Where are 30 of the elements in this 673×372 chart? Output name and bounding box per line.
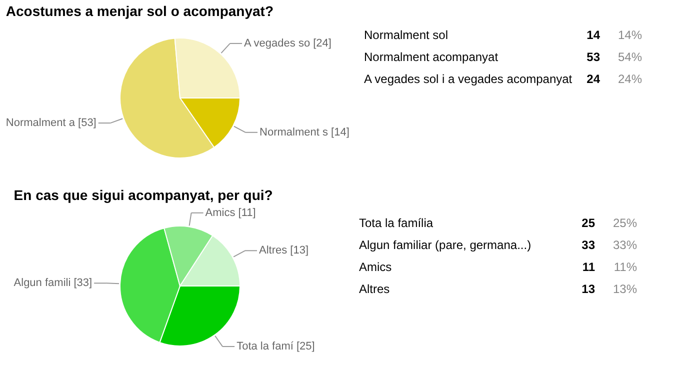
text: 11 <box>582 260 596 274</box>
text: 11% <box>614 260 638 274</box>
chart-title: Acostumes a menjar sol o acompanyat? <box>6 3 274 19</box>
text: 25% <box>612 216 638 230</box>
text: 14% <box>618 28 642 42</box>
text: 33 <box>582 238 596 252</box>
text: Normalment acompanyat <box>364 50 499 64</box>
slice-label: Altres [13] <box>259 244 309 257</box>
text: 14 <box>586 28 600 42</box>
slice-label: A vegades so [24] <box>244 37 332 50</box>
text: Algun familiar (pare, germana...) <box>359 238 532 252</box>
chart-title: En cas que sigui acompanyat, per qui? <box>14 186 273 203</box>
text: 54% <box>618 50 642 64</box>
text: 33% <box>612 238 638 252</box>
text: Altres <box>359 282 390 296</box>
text: Amics <box>359 260 392 274</box>
text: 53 <box>586 50 600 64</box>
text: A vegades sol i a vegades acompanyat <box>364 72 573 86</box>
text: 13% <box>612 282 638 296</box>
text: 24 <box>586 72 600 86</box>
text: 24% <box>618 72 642 86</box>
text: Tota la família <box>359 216 434 230</box>
slice-label: Tota la famí [25] <box>236 340 315 353</box>
slice-label: Normalment s [14] <box>260 126 350 138</box>
text: 25 <box>582 216 596 230</box>
slice-label: Normalment a [53] <box>6 117 96 130</box>
text: 13 <box>582 282 596 296</box>
slice-label: Algun famili [33] <box>14 277 92 290</box>
slice-label: Amics [11] <box>205 206 256 219</box>
text: Normalment sol <box>364 28 448 42</box>
